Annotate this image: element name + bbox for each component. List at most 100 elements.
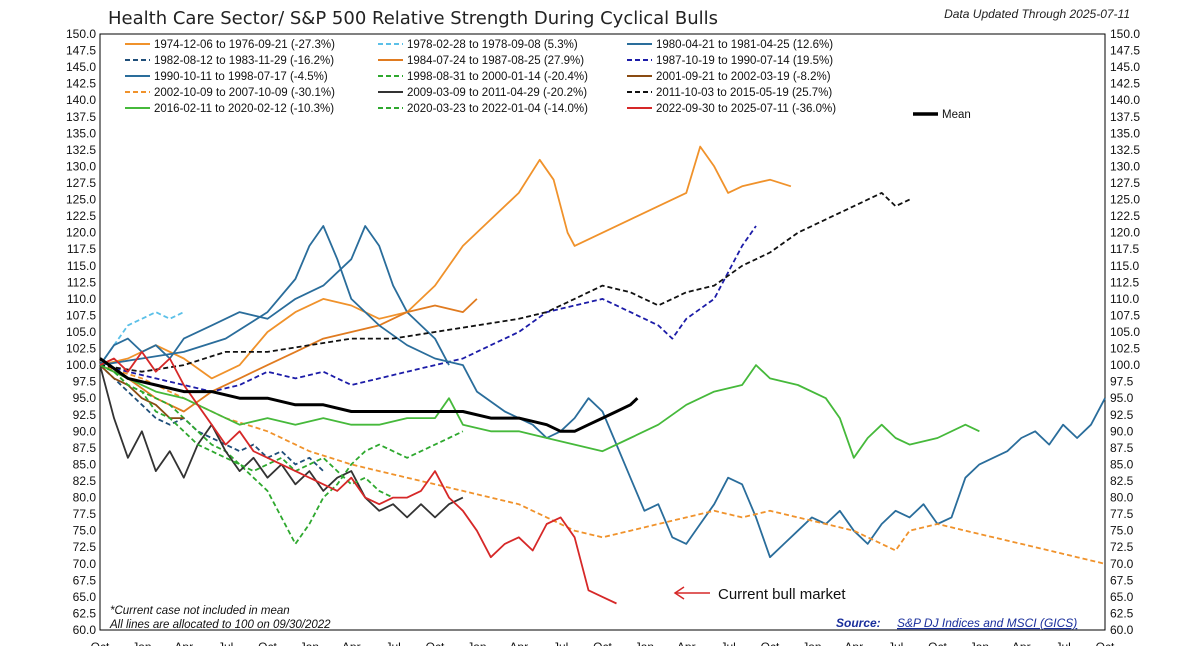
- y-tick-left: 62.5: [73, 606, 97, 620]
- y-tick-left: 95.0: [73, 391, 97, 405]
- x-tick: Apr: [174, 640, 193, 646]
- chart-title: Health Care Sector/ S&P 500 Relative Str…: [108, 8, 718, 29]
- x-tick: Jan: [635, 640, 654, 646]
- y-tick-right: 77.5: [1110, 507, 1134, 521]
- legend-label-2: 1980-04-21 to 1981-04-25 (12.6%): [656, 39, 833, 51]
- y-tick-right: 75.0: [1110, 524, 1134, 538]
- y-tick-right: 135.0: [1110, 126, 1140, 140]
- series-line-13: [99, 364, 394, 499]
- legend-label-11: 2011-10-03 to 2015-05-19 (25.7%): [656, 87, 832, 99]
- x-tick: Jul: [385, 640, 400, 646]
- y-tick-left: 77.5: [73, 507, 97, 521]
- y-tick-left: 82.5: [73, 474, 97, 488]
- legend-label-13: 2020-03-23 to 2022-01-04 (-14.0%): [407, 103, 588, 115]
- y-tick-left: 137.5: [66, 110, 96, 124]
- y-tick-left: 115.0: [67, 259, 96, 273]
- x-tick: Oct: [258, 640, 277, 646]
- y-tick-right: 72.5: [1110, 540, 1134, 554]
- x-tick: Oct: [761, 640, 780, 646]
- y-tick-left: 142.5: [66, 77, 96, 91]
- y-tick-right: 62.5: [1110, 606, 1134, 620]
- y-tick-right: 122.5: [1110, 209, 1140, 223]
- y-tick-right: 110.0: [1110, 292, 1139, 306]
- x-tick: Oct: [1096, 640, 1115, 646]
- y-tick-right: 97.5: [1110, 375, 1134, 389]
- x-tick: Oct: [593, 640, 612, 646]
- y-tick-right: 115.0: [1110, 259, 1139, 273]
- x-tick: Jul: [720, 640, 735, 646]
- annotation-arrowhead: [673, 586, 685, 600]
- y-tick-left: 107.5: [66, 308, 96, 322]
- y-tick-right: 147.5: [1110, 44, 1140, 58]
- y-tick-left: 70.0: [73, 557, 97, 571]
- y-tick-left: 112.5: [67, 275, 96, 289]
- legend-label-10: 2009-03-09 to 2011-04-29 (-20.2%): [407, 87, 587, 99]
- y-tick-left: 122.5: [66, 209, 96, 223]
- data-updated-label: Data Updated Through 2025-07-11: [944, 7, 1130, 21]
- series-line-2: [99, 225, 450, 366]
- y-tick-left: 85.0: [73, 457, 97, 471]
- y-tick-left: 87.5: [73, 441, 97, 455]
- y-tick-right: 80.0: [1110, 491, 1134, 505]
- y-tick-left: 125.0: [66, 193, 96, 207]
- y-tick-left: 140.0: [66, 93, 96, 107]
- legend-label-8: 2001-09-21 to 2002-03-19 (-8.2%): [656, 71, 831, 83]
- series-line-14: [99, 350, 617, 605]
- y-tick-right: 120.0: [1110, 226, 1140, 240]
- y-tick-left: 97.5: [73, 375, 97, 389]
- y-tick-right: 85.0: [1110, 457, 1134, 471]
- source-link[interactable]: S&P DJ Indices and MSCI (GICS): [897, 616, 1077, 630]
- y-tick-right: 70.0: [1110, 557, 1134, 571]
- y-tick-right: 100.0: [1110, 358, 1140, 372]
- x-tick: Apr: [677, 640, 696, 646]
- legend-label-4: 1984-07-24 to 1987-08-25 (27.9%): [407, 55, 584, 67]
- series-line-11: [99, 191, 910, 373]
- y-tick-right: 105.0: [1110, 325, 1140, 339]
- legend-label-15: Mean: [942, 109, 971, 121]
- series-line-7: [99, 364, 464, 545]
- series-line-4: [99, 298, 478, 413]
- y-tick-left: 150.0: [66, 27, 96, 41]
- y-tick-right: 67.5: [1110, 573, 1134, 587]
- legend-label-6: 1990-10-11 to 1998-07-17 (-4.5%): [154, 71, 328, 83]
- x-tick: Apr: [509, 640, 528, 646]
- y-tick-left: 130.0: [66, 159, 96, 173]
- x-tick: Jul: [888, 640, 903, 646]
- y-tick-right: 82.5: [1110, 474, 1134, 488]
- legend-label-7: 1998-08-31 to 2000-01-14 (-20.4%): [407, 71, 588, 83]
- y-tick-left: 80.0: [73, 491, 97, 505]
- note-line-2: All lines are allocated to 100 on 09/30/…: [109, 619, 331, 631]
- legend-label-1: 1978-02-28 to 1978-09-08 (5.3%): [407, 39, 578, 51]
- y-tick-right: 132.5: [1110, 143, 1140, 157]
- y-tick-right: 87.5: [1110, 441, 1134, 455]
- current-bull-annotation: Current bull market: [673, 586, 846, 603]
- x-tick: Apr: [342, 640, 361, 646]
- y-tick-right: 107.5: [1110, 308, 1140, 322]
- x-tick: Apr: [844, 640, 863, 646]
- x-tick: Oct: [91, 640, 110, 646]
- series-line-10: [99, 364, 464, 519]
- y-tick-right: 140.0: [1110, 93, 1140, 107]
- y-tick-right: 65.0: [1110, 590, 1134, 604]
- series-line-3: [99, 364, 324, 472]
- y-tick-right: 142.5: [1110, 77, 1140, 91]
- y-tick-left: 90.0: [73, 424, 97, 438]
- y-tick-left: 100.0: [66, 358, 96, 372]
- x-tick: Jan: [802, 640, 821, 646]
- legend: 1974-12-06 to 1976-09-21 (-27.3%) 1978-02…: [125, 39, 971, 121]
- legend-label-3: 1982-08-12 to 1983-11-29 (-16.2%): [154, 55, 334, 67]
- y-tick-right: 117.5: [1110, 242, 1139, 256]
- y-tick-left: 120.0: [66, 226, 96, 240]
- y-tick-right: 145.0: [1110, 60, 1140, 74]
- y-tick-left: 72.5: [73, 540, 97, 554]
- y-tick-left: 127.5: [66, 176, 96, 190]
- y-tick-right: 150.0: [1110, 27, 1140, 41]
- y-tick-left: 135.0: [66, 126, 96, 140]
- x-tick: Jul: [218, 640, 233, 646]
- y-tick-right: 137.5: [1110, 110, 1140, 124]
- source-label: Source:: [836, 616, 881, 630]
- legend-label-5: 1987-10-19 to 1990-07-14 (19.5%): [656, 55, 833, 67]
- y-tick-left: 60.0: [73, 623, 97, 637]
- y-tick-right: 130.0: [1110, 159, 1140, 173]
- y-tick-left: 65.0: [73, 590, 97, 604]
